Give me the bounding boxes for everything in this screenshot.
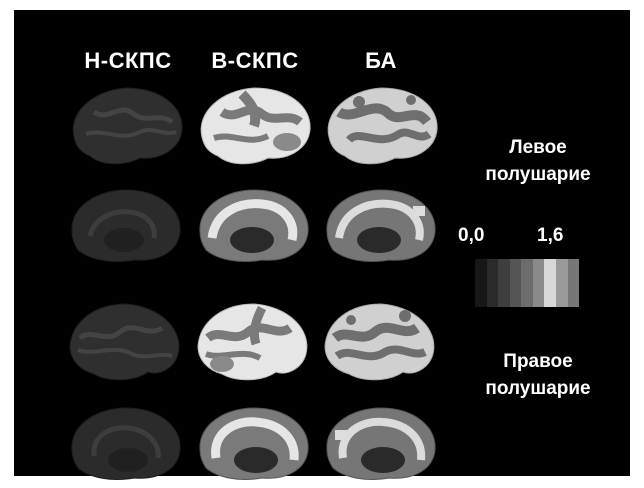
brain-right-lateral-n-skps <box>64 298 188 386</box>
brain-right-lateral-ba <box>319 298 443 386</box>
brain-right-medial-ba <box>319 400 443 488</box>
left-hemisphere-line-2: полушарие <box>468 161 608 188</box>
brain-left-medial-n-skps <box>64 182 188 270</box>
colorbar-step-2 <box>498 259 510 307</box>
colorbar-step-4 <box>521 259 533 307</box>
left-hemisphere-label: Левое полушарие <box>468 134 608 188</box>
column-header-v-skps: В-СКПС <box>195 48 315 74</box>
figure-panel: Н-СКПС В-СКПС БА <box>14 10 630 476</box>
colorbar-step-7 <box>556 259 568 307</box>
brain-right-lateral-v-skps <box>192 298 316 386</box>
colorbar-step-0 <box>475 259 487 307</box>
colorbar-step-1 <box>487 259 499 307</box>
column-header-ba: БА <box>321 48 441 74</box>
brain-right-medial-v-skps <box>192 400 316 488</box>
brain-left-medial-v-skps <box>192 182 316 270</box>
colorbar-max-label: 1,6 <box>537 225 563 247</box>
colorbar-step-3 <box>510 259 522 307</box>
colorbar <box>475 259 579 307</box>
colorbar-step-6 <box>544 259 556 307</box>
left-hemisphere-line-1: Левое <box>468 134 608 161</box>
right-hemisphere-line-2: полушарие <box>468 375 608 402</box>
right-hemisphere-line-1: Правое <box>468 348 608 375</box>
brain-left-lateral-n-skps <box>64 82 188 170</box>
brain-left-lateral-ba <box>319 82 443 170</box>
colorbar-step-5 <box>533 259 545 307</box>
right-hemisphere-label: Правое полушарие <box>468 348 608 402</box>
brain-right-medial-n-skps <box>64 400 188 488</box>
column-header-n-skps: Н-СКПС <box>68 48 188 74</box>
brain-left-lateral-v-skps <box>192 82 316 170</box>
brain-left-medial-ba <box>319 182 443 270</box>
colorbar-min-label: 0,0 <box>458 225 484 247</box>
colorbar-step-8 <box>568 259 580 307</box>
